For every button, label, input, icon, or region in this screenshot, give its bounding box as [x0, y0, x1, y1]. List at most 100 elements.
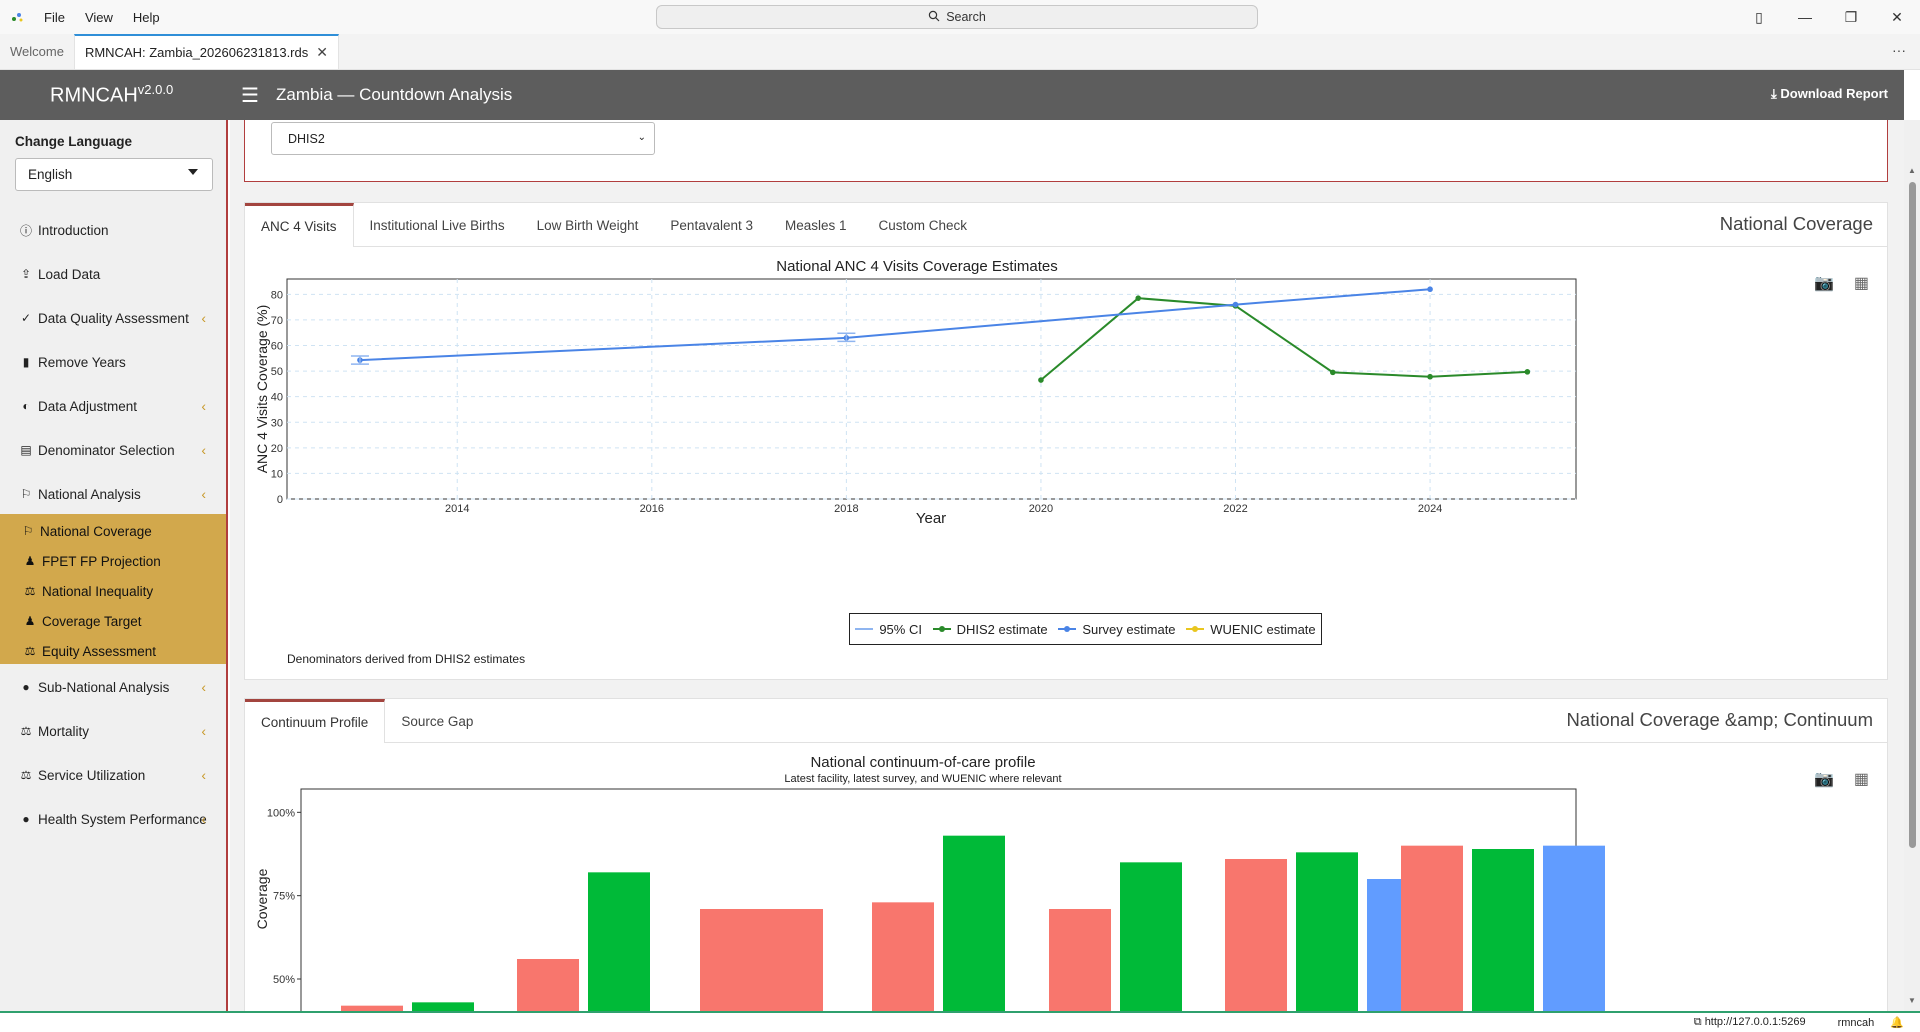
bar-y-tick-label: 75%: [273, 891, 295, 903]
bell-icon[interactable]: 🔔: [1890, 1017, 1904, 1029]
sidebar-item-health-system[interactable]: ● Health System Performance ‹: [0, 797, 226, 841]
source-box: DHIS2 ⌄: [244, 120, 1888, 182]
sidebar-item-subnational[interactable]: ● Sub-National Analysis ‹: [0, 665, 226, 709]
chevron-left-icon: ‹: [201, 398, 206, 414]
bar: [517, 959, 579, 1011]
plot-frame: [286, 278, 1577, 500]
subitem-national-inequality[interactable]: ⚖ National Inequality: [0, 576, 226, 606]
status-url[interactable]: ⧉ http://127.0.0.1:5269: [1693, 1016, 1806, 1028]
denominator-note: Denominators derived from DHIS2 estimate…: [287, 652, 526, 666]
x-tick-label: 2022: [1223, 503, 1247, 515]
chevron-left-icon: ‹: [201, 723, 206, 739]
tab-low-birth-weight[interactable]: Low Birth Weight: [536, 217, 639, 233]
table-icon[interactable]: ▦: [1853, 275, 1869, 292]
scroll-down-icon[interactable]: ▼: [1908, 996, 1916, 1005]
x-axis-label: Year: [916, 510, 946, 527]
indicator-tabs: ANC 4 Visits Institutional Live Births L…: [245, 203, 983, 247]
continuum-tabs: Continuum Profile Source Gap: [245, 699, 489, 743]
card-title: National Coverage &amp; Continuum: [1566, 709, 1873, 730]
x-tick-label: 2024: [1418, 503, 1442, 515]
subitem-fpet-projection[interactable]: ♟ FPET FP Projection: [0, 546, 226, 576]
sidebar-item-national-analysis[interactable]: ⚐ National Analysis ‹: [0, 472, 226, 516]
minimize-icon[interactable]: —: [1798, 9, 1812, 25]
sidebar-item-remove-years[interactable]: ▮ Remove Years: [0, 340, 226, 384]
tab-rmncah-file[interactable]: RMNCAH: Zambia_202606231813.rds ✕: [73, 34, 339, 69]
bar: [588, 872, 650, 1011]
bar: [1401, 845, 1463, 1011]
bar: [1472, 849, 1534, 1011]
tab-measles1[interactable]: Measles 1: [784, 217, 847, 233]
search-placeholder: Search: [946, 10, 986, 24]
bar-chart-title: National continuum-of-care profile: [810, 754, 1035, 771]
tab-custom-check[interactable]: Custom Check: [878, 217, 968, 233]
globe-icon: ●: [22, 680, 30, 694]
download-report-button[interactable]: ⤓ Download Report: [1771, 86, 1888, 101]
menu-file[interactable]: File: [44, 9, 65, 25]
legend-dhis2: DHIS2 estimate: [932, 622, 1048, 637]
language-label: Change Language: [15, 134, 133, 149]
main-scrollbar[interactable]: ▲ ▼: [1904, 120, 1920, 1011]
legend-wuenic: WUENIC estimate: [1186, 622, 1316, 637]
tab-anc4[interactable]: ANC 4 Visits: [245, 203, 354, 247]
sidebar-item-data-adjustment[interactable]: ◐ Data Adjustment ‹: [0, 384, 226, 428]
sidebar-item-load-data[interactable]: ⇪ Load Data: [0, 252, 226, 296]
subitem-equity-assessment[interactable]: ⚖ Equity Assessment: [0, 636, 226, 666]
menu-help[interactable]: Help: [132, 9, 160, 25]
y-tick-label: 0: [277, 494, 283, 506]
dhis2-series-line: [1040, 297, 1528, 381]
national-analysis-submenu: ⚐ National Coverage ♟ FPET FP Projection ⚖…: [0, 514, 226, 664]
x-tick-label: 2014: [445, 503, 469, 515]
toggle-panel-icon[interactable]: ▯: [1755, 8, 1763, 25]
sidebar-item-service-utilization[interactable]: ⚖ Service Utilization ‹: [0, 753, 226, 797]
tab-continuum-profile[interactable]: Continuum Profile: [245, 699, 386, 743]
flag-icon: ⚐: [20, 487, 32, 501]
table-icon[interactable]: ▦: [1853, 771, 1869, 788]
subitem-coverage-target[interactable]: ♟ Coverage Target: [0, 606, 226, 636]
info-icon: ⓘ: [19, 223, 32, 238]
close-window-icon[interactable]: ✕: [1891, 8, 1903, 25]
bar: [1049, 909, 1111, 1011]
y-tick-label: 40: [271, 392, 283, 404]
tab-institutional-births[interactable]: Institutional Live Births: [369, 217, 505, 233]
chevron-down-icon: ⌄: [637, 132, 646, 143]
editor-tab-strip: Welcome RMNCAH: Zambia_202606231813.rds …: [0, 34, 1920, 70]
globe-icon: ●: [22, 812, 30, 826]
bar: [700, 909, 823, 1011]
subitem-national-coverage[interactable]: ⚐ National Coverage: [0, 516, 226, 546]
y-tick-label: 60: [271, 341, 283, 353]
sidebar-item-introduction[interactable]: ⓘ Introduction: [19, 222, 109, 238]
scale-icon: ⚖: [20, 768, 32, 782]
source-select[interactable]: DHIS2 ⌄: [271, 122, 655, 155]
y-tick-label: 20: [271, 443, 283, 455]
tab-pentavalent3[interactable]: Pentavalent 3: [670, 217, 753, 233]
sidebar-item-denominator[interactable]: ▤ Denominator Selection ‹: [0, 428, 226, 472]
camera-icon[interactable]: 📷: [1813, 771, 1834, 788]
page-title: Zambia — Countdown Analysis: [276, 85, 513, 104]
camera-icon[interactable]: 📷: [1813, 275, 1834, 292]
restore-icon[interactable]: ❐: [1844, 8, 1858, 25]
scale-icon: ⚖: [20, 724, 32, 738]
scroll-up-icon[interactable]: ▲: [1908, 166, 1916, 175]
scroll-thumb[interactable]: [1909, 182, 1916, 848]
command-search[interactable]: Search: [656, 5, 1258, 29]
dhis2-point: [1329, 369, 1336, 376]
bar-y-tick-label: 100%: [267, 807, 295, 819]
more-icon[interactable]: ···: [1892, 42, 1906, 58]
flag-icon: ⚐: [22, 524, 34, 538]
card-title: National Coverage: [1719, 213, 1873, 234]
y-tick-label: 80: [271, 289, 283, 301]
sidebar-item-mortality[interactable]: ⚖ Mortality ‹: [0, 709, 226, 753]
anc4-line-chart: National ANC 4 Visits Coverage Estimates…: [254, 258, 1577, 527]
hamburger-icon[interactable]: ☰: [241, 84, 259, 107]
menu-view[interactable]: View: [84, 9, 113, 25]
tab-source-gap[interactable]: Source Gap: [401, 713, 474, 729]
scale-icon: ⚖: [24, 584, 36, 598]
sidebar-item-data-quality[interactable]: ✓ Data Quality Assessment ‹: [0, 296, 226, 340]
legend-survey: Survey estimate: [1058, 622, 1176, 637]
close-tab-icon[interactable]: ✕: [316, 44, 328, 60]
chevron-left-icon: ‹: [201, 310, 206, 326]
y-tick-label: 10: [271, 468, 283, 480]
chevron-left-icon: ‹: [201, 442, 206, 458]
tab-welcome[interactable]: Welcome: [10, 44, 64, 59]
language-select[interactable]: English: [15, 158, 213, 191]
